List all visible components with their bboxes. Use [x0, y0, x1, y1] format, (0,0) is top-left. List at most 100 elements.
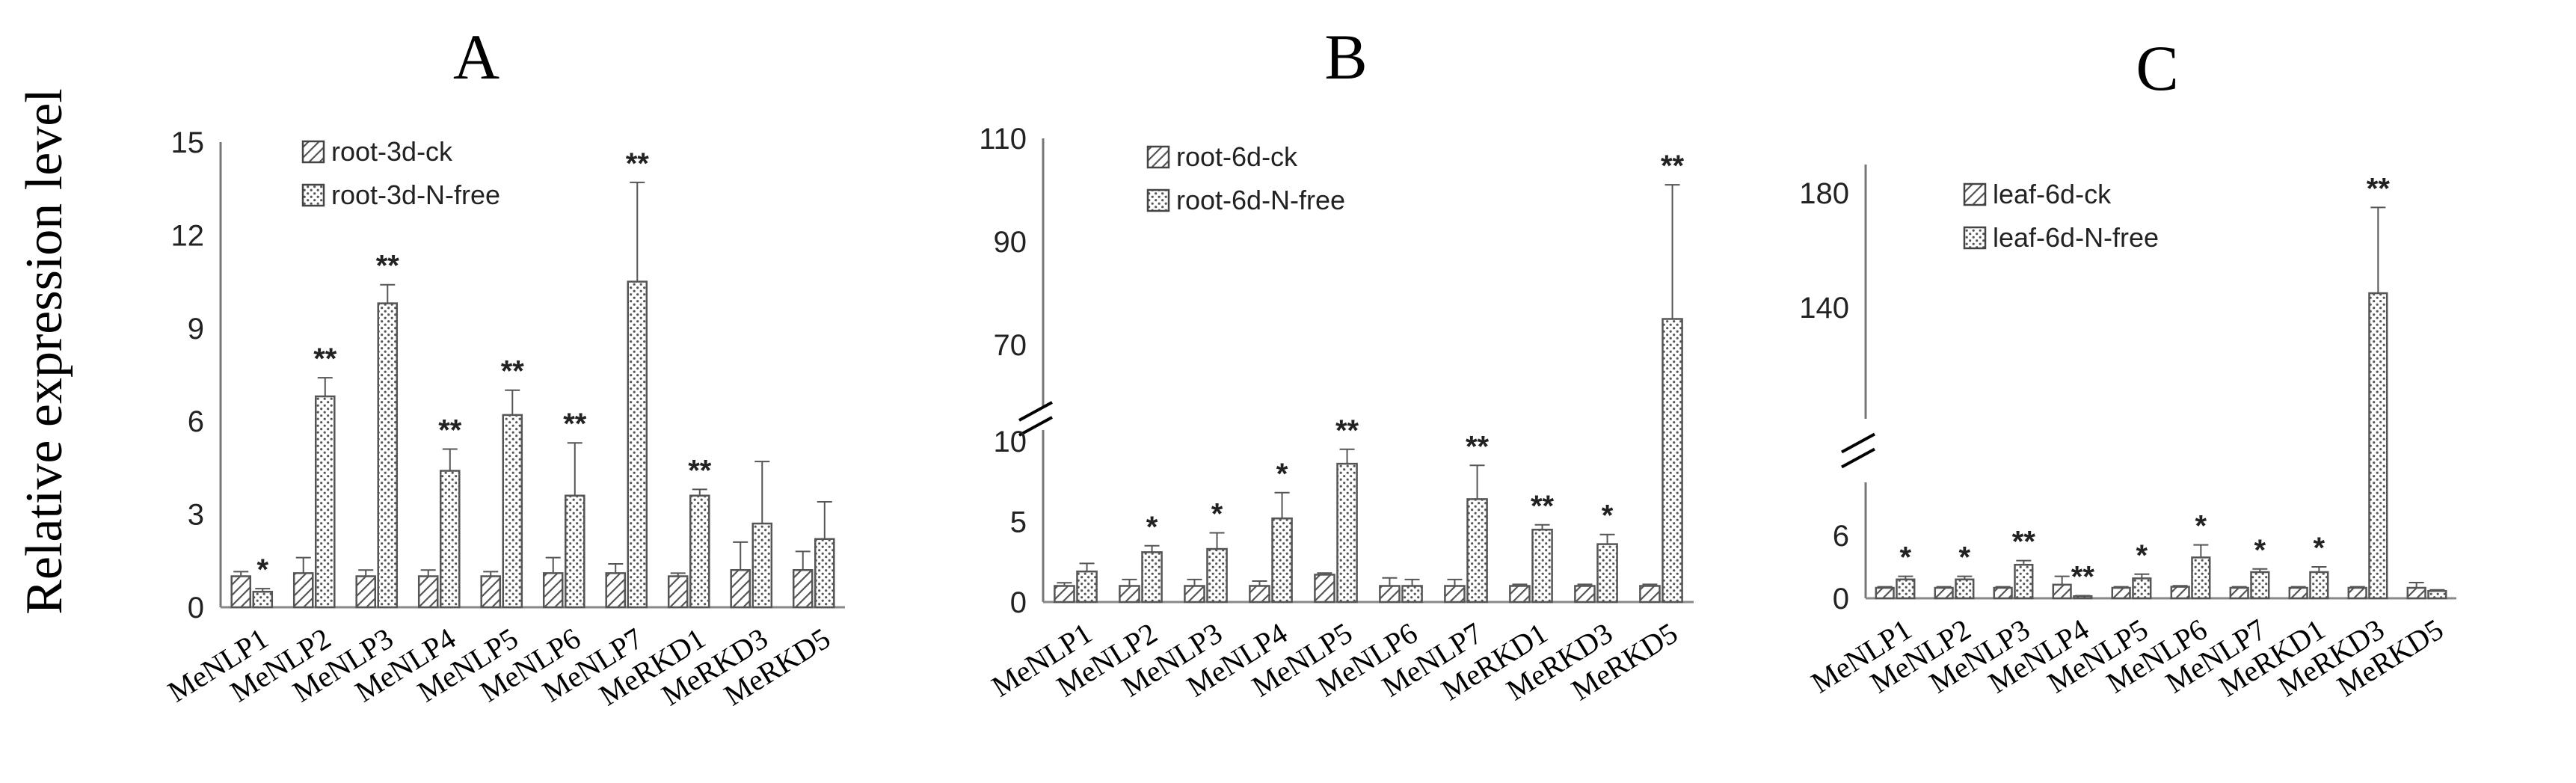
- panel-b: B05107090110MeNLP1*MeNLP2*MeNLP3*MeNLP4*…: [979, 21, 1694, 707]
- bar: [440, 470, 461, 609]
- bar: [1574, 585, 1596, 604]
- bar: [1955, 578, 1975, 600]
- significance-mark: **: [376, 250, 400, 283]
- legend-swatch: [1963, 226, 1987, 250]
- significance-mark: *: [256, 553, 268, 586]
- legend-label: root-6d-ck: [1176, 141, 1298, 172]
- legend-swatch: [301, 183, 325, 207]
- y-tick-label: 0: [1833, 583, 1849, 615]
- significance-mark: *: [2136, 539, 2148, 572]
- significance-mark: **: [1466, 430, 1490, 463]
- bar: [1271, 517, 1293, 604]
- bar: [1401, 585, 1423, 604]
- bar: [480, 575, 502, 609]
- panel-c: C06140180*MeNLP1*MeNLP2**MeNLP3**MeNLP4*…: [1799, 32, 2456, 703]
- y-tick-label: 15: [171, 126, 205, 159]
- significance-mark: **: [2012, 526, 2036, 559]
- bar: [605, 572, 627, 609]
- bar: [1934, 586, 1954, 600]
- y-tick-label: 10: [994, 426, 1027, 458]
- y-axis-label: Relative expression level: [16, 88, 73, 615]
- bar: [1596, 543, 1618, 604]
- legend-label: leaf-6d-ck: [1993, 179, 2112, 209]
- y-tick-label: 12: [171, 219, 205, 252]
- y-tick-label: 0: [188, 592, 204, 624]
- bar: [230, 575, 252, 609]
- significance-mark: *: [2195, 510, 2207, 543]
- bar: [2014, 563, 2034, 600]
- bar: [2406, 586, 2426, 600]
- bar: [565, 494, 585, 609]
- significance-mark: **: [2071, 561, 2095, 594]
- bar: [1509, 585, 1531, 604]
- bar: [2288, 586, 2308, 600]
- bar: [730, 568, 751, 609]
- bar: [502, 414, 523, 609]
- bar: [689, 494, 710, 609]
- significance-mark: **: [688, 454, 712, 487]
- bar: [1662, 318, 1683, 604]
- significance-mark: **: [438, 414, 462, 447]
- axis-break-mark: [1841, 432, 1875, 469]
- y-tick-label: 90: [994, 226, 1027, 259]
- bar: [2229, 586, 2249, 600]
- y-tick-label: 9: [188, 313, 204, 346]
- bar: [1054, 585, 1075, 604]
- significance-mark: *: [1211, 498, 1223, 531]
- y-tick-label: 5: [1010, 506, 1027, 539]
- y-tick-label: 6: [1833, 520, 1849, 553]
- bar: [292, 572, 314, 609]
- bar: [1531, 529, 1553, 604]
- legend-swatch: [1146, 145, 1170, 169]
- bar: [355, 575, 377, 609]
- y-tick-label: 0: [1010, 586, 1027, 619]
- bar: [2052, 583, 2072, 600]
- panel-title: A: [453, 21, 499, 93]
- y-tick-label: 70: [994, 329, 1027, 362]
- significance-mark: **: [1661, 150, 1685, 182]
- bar: [1141, 551, 1163, 604]
- bar: [1206, 547, 1228, 604]
- significance-mark: *: [1900, 541, 1912, 574]
- bar: [792, 568, 814, 609]
- significance-mark: **: [2367, 172, 2391, 205]
- significance-mark: *: [1146, 511, 1158, 544]
- bar: [1379, 585, 1401, 604]
- significance-mark: **: [626, 147, 650, 180]
- bar: [315, 395, 336, 609]
- bar: [1336, 462, 1358, 604]
- bar: [1184, 585, 1205, 604]
- bar: [2368, 292, 2388, 600]
- bar: [252, 591, 274, 609]
- legend-label: root-3d-N-free: [331, 179, 500, 210]
- legend-swatch: [1963, 182, 1987, 206]
- significance-mark: *: [2314, 532, 2326, 565]
- legend-swatch: [1146, 188, 1170, 212]
- significance-mark: **: [1531, 490, 1555, 523]
- bar: [2111, 586, 2131, 600]
- bar: [2073, 595, 2093, 600]
- bar: [417, 575, 439, 609]
- significance-mark: **: [313, 343, 337, 375]
- significance-mark: *: [1959, 541, 1971, 574]
- legend-label: root-3d-ck: [331, 136, 453, 167]
- bar: [1875, 586, 1895, 600]
- bar: [1444, 585, 1466, 604]
- bar: [814, 538, 835, 609]
- significance-mark: *: [1276, 458, 1288, 491]
- panel-title: B: [1324, 21, 1367, 93]
- axis-break-mark: [1018, 401, 1053, 437]
- bar: [1639, 585, 1661, 604]
- significance-mark: *: [1602, 500, 1614, 532]
- bar: [1466, 498, 1488, 604]
- bar: [2170, 586, 2190, 600]
- y-tick-label: 6: [188, 405, 204, 438]
- significance-mark: **: [1335, 414, 1359, 447]
- bar: [751, 522, 773, 609]
- y-tick-label: 110: [979, 123, 1027, 156]
- significance-mark: **: [501, 355, 525, 388]
- bar: [542, 572, 564, 609]
- bar: [2347, 586, 2367, 600]
- bar: [1993, 586, 2013, 600]
